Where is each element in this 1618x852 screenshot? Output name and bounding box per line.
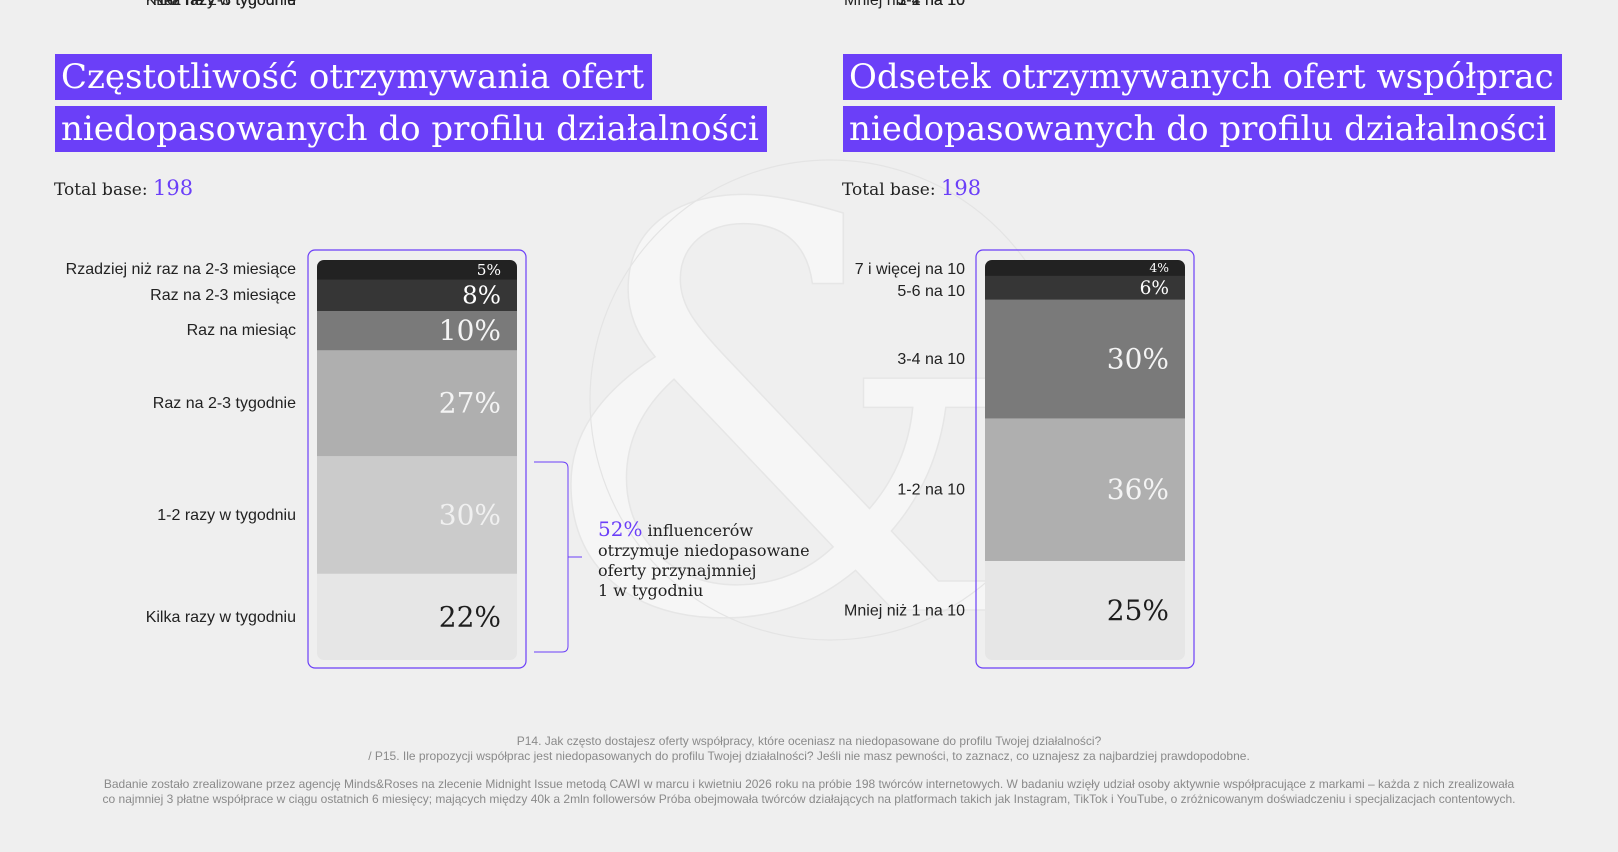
right-bar-segment xyxy=(985,299,1185,419)
right-category-label: Mniej niż 1 na 10 xyxy=(844,0,965,9)
left-bar-segment xyxy=(317,350,517,457)
right-chart-title: Odsetek otrzymywanych ofert współprac ni… xyxy=(843,54,1562,158)
left-bar-segment xyxy=(317,310,517,351)
right-bar-segment xyxy=(985,560,1185,660)
callout-bracket xyxy=(534,461,582,653)
left-base-value: 198 xyxy=(153,176,194,200)
right-base-value: 198 xyxy=(941,176,982,200)
right-bar-frame xyxy=(975,249,1195,669)
right-bar-segment xyxy=(985,260,1185,277)
right-category-label: 7 i więcej na 10 xyxy=(855,261,965,278)
left-category-label: Kilka razy w tygodniu xyxy=(146,609,296,626)
left-category-label: Raz na 2-3 tygodnie xyxy=(153,395,296,412)
left-bar-segment xyxy=(317,279,517,312)
callout-line-3: oferty przynajmniej xyxy=(598,561,757,580)
right-value-label: 6% xyxy=(1140,278,1169,299)
left-category-label: 1-2 razy w tygodniu xyxy=(157,0,296,9)
left-total-base: Total base: 198 xyxy=(54,176,193,200)
right-value-label: 30% xyxy=(1107,343,1169,376)
left-bar-segment xyxy=(317,260,517,281)
left-category-label: Rzadziej niż raz na 2-3 miesiące xyxy=(66,261,296,278)
left-base-label: Total base: xyxy=(54,180,148,200)
left-category-label: Kilka razy w tygodniu xyxy=(146,0,296,9)
right-category-label: 3-4 na 10 xyxy=(897,0,965,9)
left-value-label: 10% xyxy=(439,314,501,347)
right-title-line-1: Odsetek otrzymywanych ofert współprac xyxy=(843,54,1562,100)
callout-line-2: otrzymuje niedopasowane xyxy=(598,541,810,560)
left-title-line-1: Częstotliwość otrzymywania ofert xyxy=(55,54,653,100)
right-category-label: Mniej niż 1 na 10 xyxy=(844,602,965,619)
callout-line-4: 1 w tygodniu xyxy=(598,581,704,600)
right-bar-segment xyxy=(985,275,1185,301)
right-value-label: 4% xyxy=(1149,261,1169,275)
right-value-label: 36% xyxy=(1107,473,1169,506)
callout-line-1: influencerów xyxy=(647,521,754,540)
method-line-2: co najmniej 3 płatne współprace w ciągu … xyxy=(102,792,1516,806)
right-value-label: 25% xyxy=(1107,594,1169,627)
left-category-label: 1-2 razy w tygodniu xyxy=(157,507,296,524)
right-category-label: 1-2 na 10 xyxy=(897,482,965,499)
right-category-label: 1-2 na 10 xyxy=(897,0,965,9)
left-value-label: 8% xyxy=(462,281,501,310)
left-value-label: 27% xyxy=(439,387,501,420)
left-bar-segment xyxy=(317,573,517,660)
right-bar-segment xyxy=(985,418,1185,562)
left-value-label: 5% xyxy=(477,261,501,279)
right-category-label: 5-6 na 10 xyxy=(897,283,965,300)
right-base-label: Total base: xyxy=(842,180,936,200)
right-category-label: 3-4 na 10 xyxy=(897,351,965,368)
question-line-1: P14. Jak często dostajesz oferty współpr… xyxy=(516,734,1102,748)
left-bar-frame xyxy=(307,249,527,669)
left-value-label: 30% xyxy=(439,498,501,531)
left-category-label: Raz na 2-3 tygodnie xyxy=(153,0,296,9)
callout-percent: 52% xyxy=(598,517,643,541)
left-stacked-bar: 5% Rzadziej niż raz na 2-3 miesiące 8% Raz … xyxy=(66,0,527,669)
methodology-footnote: Badanie zostało zrealizowane przez agenc… xyxy=(30,777,1588,807)
left-category-label: Raz na 2-3 miesiące xyxy=(150,287,296,304)
left-title-line-2: niedopasowanych do profilu działalności xyxy=(55,106,767,152)
right-stacked-bar: 4% 7 i więcej na 10 6% 5-6 na 10 30% 3-4 na 1… xyxy=(844,0,1195,669)
callout-text: 52% influencerów otrzymuje niedopasowane… xyxy=(598,519,828,601)
right-total-base: Total base: 198 xyxy=(842,176,981,200)
left-bar-segment xyxy=(317,456,517,575)
left-value-label: 22% xyxy=(439,600,501,633)
question-footnote: P14. Jak często dostajesz oferty współpr… xyxy=(30,734,1588,764)
question-line-2: / P15. Ile propozycji współprac jest nie… xyxy=(368,749,1250,763)
method-line-1: Badanie zostało zrealizowane przez agenc… xyxy=(103,777,1515,791)
right-title-line-2: niedopasowanych do profilu działalności xyxy=(843,106,1555,152)
left-category-label: Raz na miesiąc xyxy=(187,322,296,339)
left-chart-title: Częstotliwość otrzymywania ofert niedopa… xyxy=(55,54,767,158)
